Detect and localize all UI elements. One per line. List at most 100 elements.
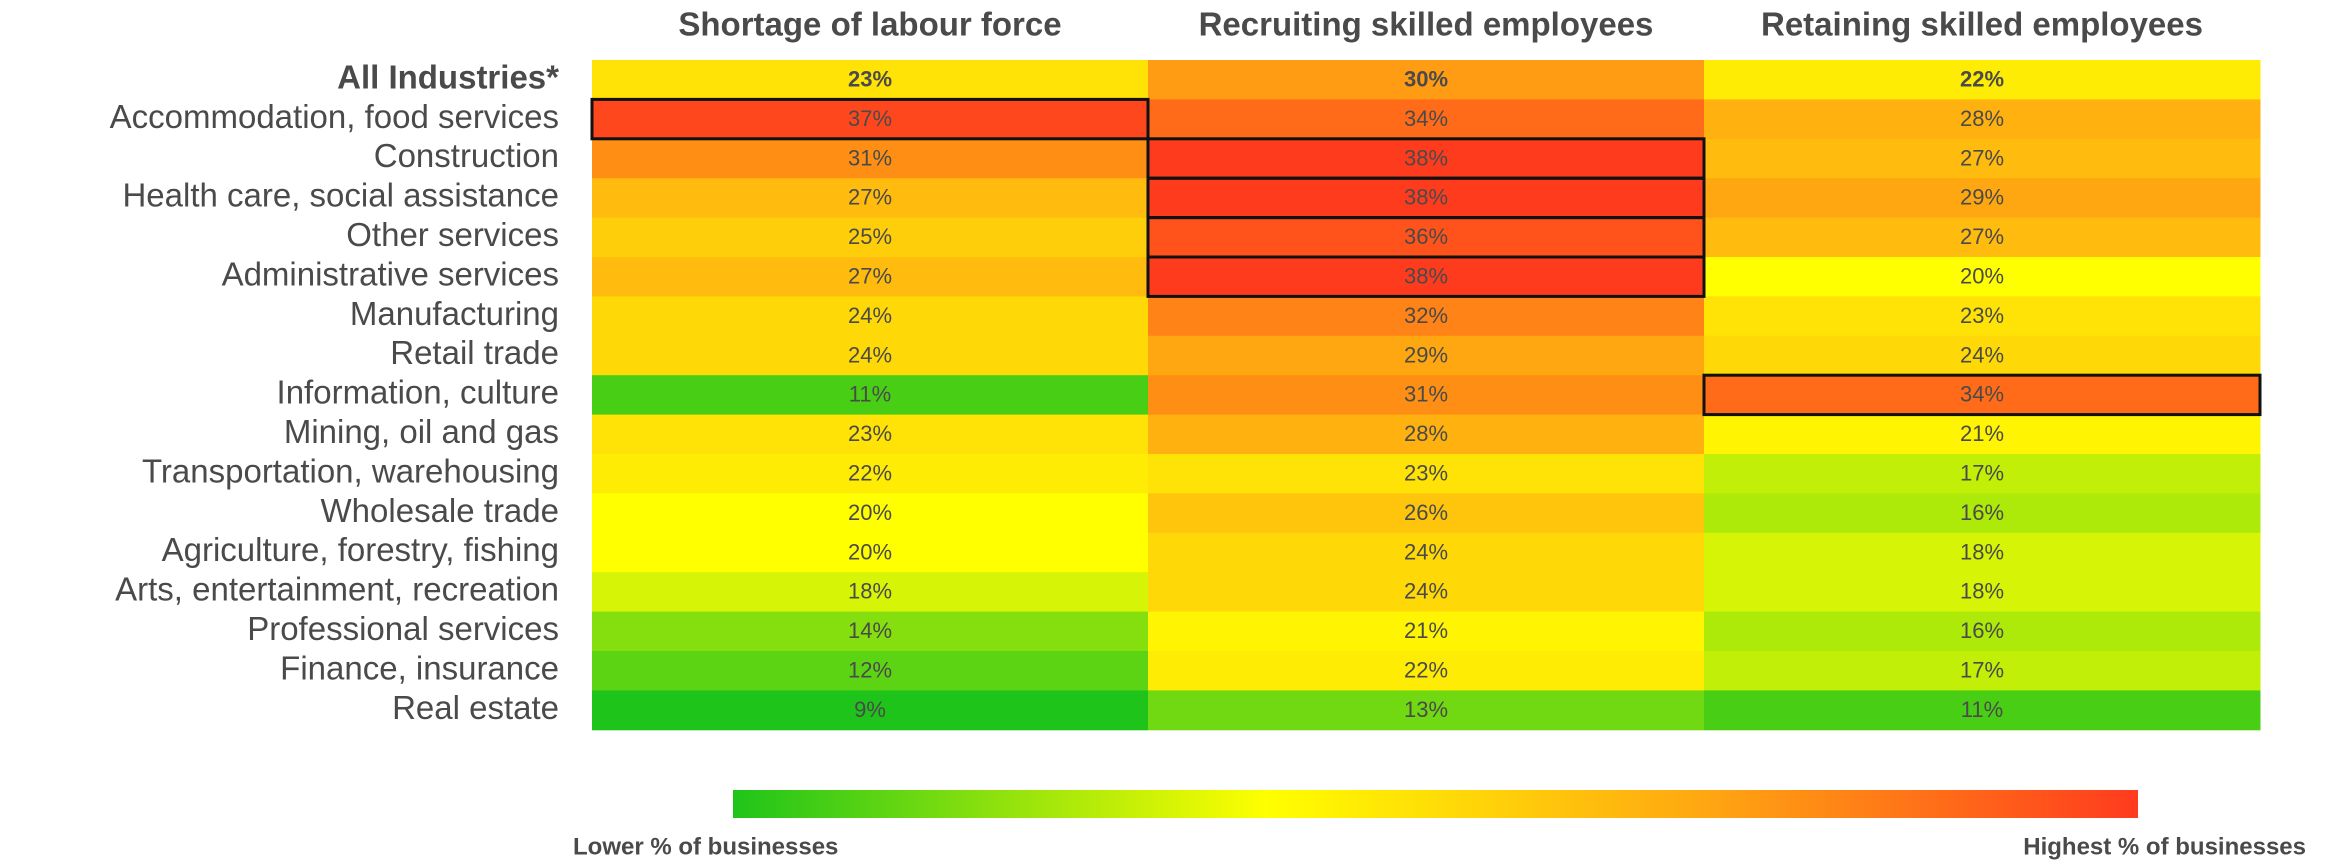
heatmap-cell [592,651,1149,691]
color-bar [733,790,2138,818]
row-label: Finance, insurance [280,649,559,686]
cell-label: 24% [848,303,892,328]
cell-label: 27% [1960,224,2004,249]
cell-label: 11% [1961,697,2003,722]
cell-label: 22% [1404,658,1448,683]
heatmap-cell [1148,138,1705,179]
row-label: Retail trade [390,334,559,371]
row-label: Manufacturing [350,295,559,332]
cell-label: 32% [1404,303,1448,328]
heatmap-cell [1148,572,1705,613]
heatmap-cell [592,296,1149,337]
cell-label: 14% [848,618,892,643]
cell-label: 18% [848,579,892,604]
cell-label: 31% [848,145,892,170]
row-label: Construction [374,137,559,174]
heatmap-cell [1704,414,2261,455]
cell-label: 38% [1404,264,1448,289]
cell-label: 17% [1960,658,2004,683]
heatmap-cell [1704,611,2261,652]
cell-label: 20% [848,539,892,564]
heatmap-cell [592,99,1149,140]
column-header: Recruiting skilled employees [1199,6,1654,43]
heatmap-cell [1148,217,1705,258]
heatmap-cell [1704,532,2261,573]
cell-label: 27% [848,185,892,210]
heatmap-cell [1704,454,2261,494]
row-label: Arts, entertainment, recreation [115,571,559,608]
row-label: Other services [346,216,559,253]
heatmap-cell [592,60,1149,100]
heatmap-cell [1148,60,1705,100]
heatmap-cell [1704,335,2261,376]
legend-low-label: Lower % of businesses [573,833,838,860]
cell-label: 9% [854,697,886,722]
heatmap-cell [1704,572,2261,613]
column-header: Retaining skilled employees [1761,6,2203,43]
row-label: Transportation, warehousing [142,452,559,489]
heatmap-cell [1704,138,2261,179]
cell-label: 29% [1404,342,1448,367]
heatmap-cell [592,611,1149,652]
cell-label: 34% [1960,382,2004,407]
cell-label: 22% [848,461,892,486]
heatmap-cell [1148,454,1705,494]
cell-label: 31% [1404,382,1448,407]
heatmap-cell [592,257,1149,297]
heatmap-cell [592,335,1149,376]
heatmap-cell [592,454,1149,494]
heatmap-cell [592,572,1149,613]
heatmap-cell [592,414,1149,455]
cell-label: 24% [1404,579,1448,604]
row-label: Information, culture [277,374,559,411]
heatmap-cell [592,178,1149,219]
heatmap-cell [592,493,1149,534]
heatmap-cell [1148,375,1705,416]
heatmap-cell [1148,335,1705,376]
heatmap-cell [1704,690,2261,731]
cell-label: 38% [1404,145,1448,170]
cell-label: 18% [1960,579,2004,604]
heatmap-cell [1148,611,1705,652]
cell-label: 34% [1404,106,1448,131]
heatmap-cell [1704,296,2261,337]
row-label: Professional services [247,610,559,647]
row-label: Administrative services [222,255,559,292]
heatmap-cell [1704,99,2261,140]
heatmap-cell [592,532,1149,573]
heatmap-cell [592,375,1149,416]
row-label: Wholesale trade [321,492,559,529]
cell-label: 21% [1960,421,2004,446]
cell-label: 13% [1404,697,1448,722]
cell-label: 17% [1960,461,2004,486]
cell-label: 23% [1960,303,2004,328]
row-label: Health care, social assistance [122,177,559,214]
heatmap-cell [1148,690,1705,731]
cell-label: 18% [1960,539,2004,564]
cell-label: 38% [1404,185,1448,210]
row-label: All Industries* [337,58,559,95]
cell-label: 16% [1960,618,2004,643]
highlight-box [590,97,1150,141]
heatmap-cell [1148,257,1705,297]
cell-label: 20% [848,500,892,525]
cell-label: 27% [848,264,892,289]
heatmap-cell [1148,296,1705,337]
heatmap-cell [1704,178,2261,219]
heatmap-cell [1148,493,1705,534]
cell-label: 36% [1404,224,1448,249]
legend-high-label: Highest % of businesses [2023,833,2306,860]
cell-label: 27% [1960,145,2004,170]
heatmap-cell [592,138,1149,179]
cell-label: 24% [1960,342,2004,367]
cell-label: 37% [848,106,892,131]
cell-label: 11% [849,382,891,407]
cell-label: 23% [848,421,892,446]
heatmap-cell [1704,493,2261,534]
cell-label: 24% [1404,539,1448,564]
cell-label: 29% [1960,185,2004,210]
heatmap-cell [1704,60,2261,100]
heatmap-cell [1148,99,1705,140]
row-label: Real estate [392,689,559,726]
